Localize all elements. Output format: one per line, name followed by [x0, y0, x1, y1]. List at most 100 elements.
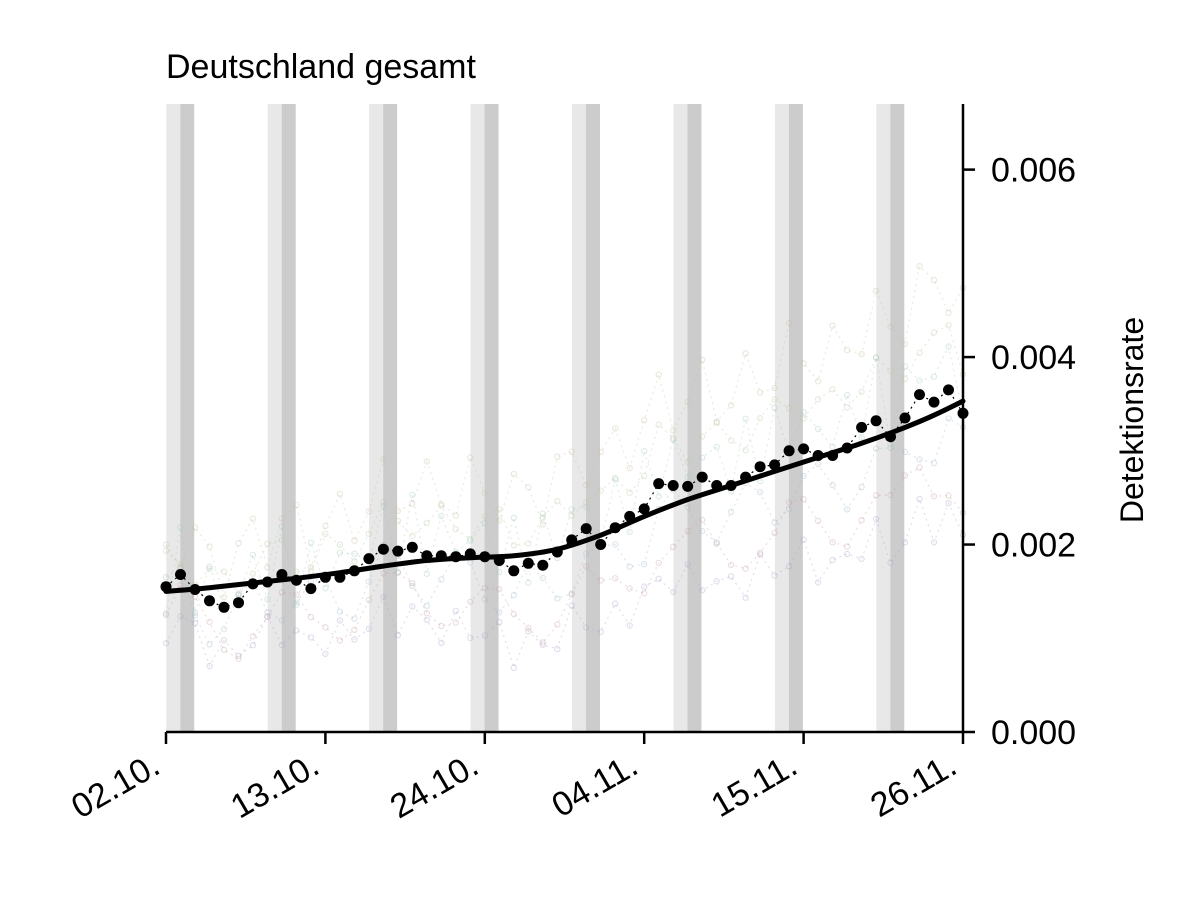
- background-point: [510, 591, 517, 599]
- data-point: [537, 559, 549, 571]
- data-point: [595, 539, 607, 550]
- data-point: [276, 569, 288, 580]
- background-point: [597, 448, 604, 456]
- background-point: [670, 543, 677, 551]
- background-point: [365, 508, 373, 515]
- data-point: [464, 548, 476, 560]
- background-point: [641, 472, 648, 480]
- background-point: [249, 570, 257, 577]
- background-point: [539, 641, 547, 649]
- data-point: [348, 565, 360, 577]
- background-point: [771, 404, 778, 411]
- background-point: [901, 539, 909, 546]
- background-point: [293, 627, 300, 634]
- background-point: [756, 549, 764, 557]
- background-point: [713, 578, 720, 585]
- background-point: [307, 634, 315, 641]
- background-point: [930, 329, 938, 336]
- data-point: [624, 510, 636, 522]
- background-point: [612, 425, 619, 432]
- weekend-band-dark-6: [788, 104, 803, 732]
- background-point: [278, 641, 286, 649]
- background-point: [336, 608, 344, 615]
- data-point: [682, 480, 694, 492]
- background-point: [814, 396, 822, 403]
- background-point: [756, 551, 764, 558]
- background-point: [438, 639, 445, 647]
- background-point: [597, 577, 604, 584]
- data-point: [435, 550, 447, 562]
- background-point: [249, 642, 257, 649]
- background-point: [612, 600, 619, 607]
- background-point: [583, 624, 590, 631]
- background-point: [655, 493, 662, 500]
- background-point: [713, 443, 720, 451]
- background-point: [858, 483, 865, 491]
- background-point: [945, 343, 952, 350]
- background-point: [467, 634, 474, 642]
- background-point: [626, 528, 633, 536]
- background-point: [945, 415, 952, 422]
- background-point: [814, 517, 822, 525]
- background-point: [727, 573, 735, 580]
- data-point: [392, 545, 404, 557]
- data-point: [377, 543, 389, 555]
- data-point: [885, 431, 896, 443]
- background-point: [872, 354, 880, 361]
- background-point: [568, 590, 575, 597]
- background-point: [554, 621, 561, 628]
- background-point: [641, 590, 648, 597]
- background-point: [351, 636, 358, 643]
- data-point: [363, 553, 375, 565]
- background-point: [814, 378, 822, 385]
- background-trace-3: [165, 264, 964, 600]
- y-tick-label: 0.006: [991, 152, 1076, 190]
- data-point: [841, 442, 853, 454]
- background-point: [670, 427, 677, 434]
- background-point: [539, 510, 547, 517]
- background-point: [800, 536, 807, 543]
- background-point: [641, 561, 648, 568]
- background-point: [438, 500, 445, 508]
- background-point: [539, 639, 547, 646]
- background-point: [771, 529, 778, 537]
- background-point: [525, 484, 532, 491]
- background-point: [843, 506, 851, 513]
- background-point: [510, 470, 517, 478]
- background-point: [264, 613, 271, 620]
- data-point: [218, 601, 230, 613]
- background-point: [481, 513, 488, 520]
- background-point: [481, 596, 488, 603]
- background-point: [394, 507, 402, 514]
- background-point: [887, 559, 894, 567]
- background-point: [191, 612, 199, 619]
- background-point: [438, 622, 445, 630]
- background-point: [930, 539, 938, 546]
- background-point: [162, 611, 170, 619]
- background-point: [423, 458, 430, 465]
- background-point: [872, 354, 880, 361]
- background-point: [307, 568, 315, 575]
- background-point: [380, 502, 387, 510]
- background-point: [568, 591, 575, 598]
- background-point: [670, 434, 677, 442]
- background-point: [727, 402, 735, 409]
- background-point: [351, 550, 358, 557]
- background-point: [887, 367, 894, 374]
- background-point: [945, 500, 952, 507]
- data-point: [653, 478, 665, 490]
- x-tick-label: 24.10.: [384, 746, 485, 826]
- background-point: [713, 540, 720, 547]
- background-point: [481, 519, 488, 527]
- background-point: [872, 287, 880, 295]
- background-point: [814, 425, 822, 433]
- background-point: [713, 539, 720, 546]
- background-point: [394, 569, 402, 576]
- background-point: [365, 578, 373, 585]
- background-point: [525, 624, 532, 632]
- background-point: [496, 618, 503, 626]
- background-point: [583, 550, 590, 557]
- background-point: [380, 456, 387, 463]
- data-point: [551, 546, 563, 558]
- background-point: [684, 561, 691, 568]
